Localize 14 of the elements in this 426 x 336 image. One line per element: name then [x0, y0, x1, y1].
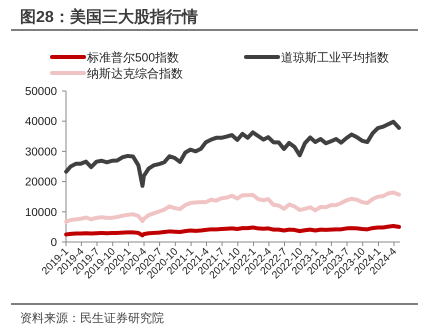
y-tick-label: 40000: [25, 116, 57, 128]
legend-label: 纳斯达克综合指数: [87, 66, 183, 80]
y-tick-label: 50000: [25, 86, 57, 98]
text: 资料来源：民生证券研究院: [20, 311, 164, 325]
line-series: [64, 224, 401, 238]
y-tick-label: 0: [50, 237, 57, 249]
y-tick-label: 30000: [25, 146, 57, 158]
line-series: [64, 120, 401, 188]
line-series: [64, 190, 401, 224]
y-tick-label: 20000: [25, 176, 57, 189]
legend-label: 道琼斯工业平均指数: [281, 50, 389, 64]
legend-label: 标准普尔500指数: [86, 50, 180, 64]
y-tick-label: 10000: [25, 206, 57, 219]
chart-title: 图28：美国三大股指行情: [20, 7, 198, 26]
